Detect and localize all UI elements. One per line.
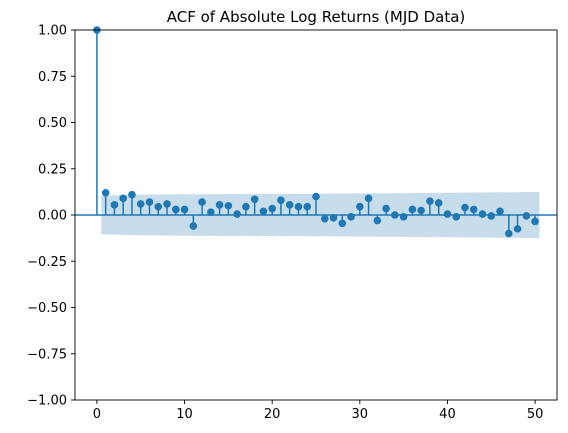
acf-marker-lag-19 [259,207,268,216]
acf-marker-lag-28 [338,219,347,228]
acf-marker-lag-17 [242,202,250,211]
acf-marker-lag-23 [294,202,303,211]
y-tick-label: −0.25 [27,255,67,270]
acf-marker-lag-9 [171,205,180,214]
y-tick-label: 0.50 [38,116,67,131]
acf-marker-lag-50 [531,217,539,226]
stems-layer [93,26,539,238]
acf-marker-lag-4 [128,190,136,199]
acf-marker-lag-26 [320,214,329,223]
acf-marker-lag-27 [329,213,338,222]
x-tick-label: 20 [264,407,281,422]
acf-marker-lag-5 [136,200,145,208]
acf-marker-lag-31 [364,194,373,203]
acf-marker-lag-36 [408,205,417,214]
acf-marker-lag-42 [461,203,469,212]
acf-marker-lag-21 [277,196,285,204]
acf-marker-lag-13 [207,208,215,217]
acf-marker-lag-47 [505,229,513,238]
acf-marker-lag-18 [250,195,259,204]
acf-marker-lag-12 [198,198,206,206]
acf-marker-lag-41 [452,213,461,221]
acf-marker-lag-20 [268,204,276,213]
acf-marker-lag-45 [487,212,496,220]
y-tick-label: 1.00 [38,24,67,39]
y-tick-label: 0.75 [38,70,67,85]
acf-marker-lag-38 [426,197,434,205]
x-tick-label: 40 [439,407,456,422]
acf-marker-lag-46 [496,207,504,216]
acf-marker-lag-37 [417,206,425,215]
y-axis-ticks: −1.00 −0.75 −0.50 −0.25 0.00 0.25 0.50 0.75 1.00 [27,24,75,409]
acf-marker-lag-34 [391,211,399,219]
acf-marker-lag-2 [110,201,119,209]
acf-marker-lag-11 [189,222,198,230]
acf-marker-lag-29 [347,213,355,221]
acf-marker-lag-35 [399,213,408,221]
acf-marker-lag-1 [101,189,110,197]
acf-marker-lag-8 [163,200,171,208]
y-tick-label: −1.00 [27,394,67,409]
acf-marker-lag-48 [513,225,522,233]
x-tick-label: 10 [176,407,193,422]
y-tick-label: 0.00 [38,209,67,224]
acf-marker-lag-25 [312,192,320,201]
acf-marker-lag-14 [215,201,224,209]
x-tick-label: 30 [352,407,369,422]
acf-marker-lag-44 [478,210,487,218]
chart-title: ACF of Absolute Log Returns (MJD Data) [167,8,466,26]
acf-marker-lag-10 [180,205,189,214]
x-axis-ticks: 0 10 20 30 40 50 [93,400,544,422]
acf-marker-lag-43 [469,205,478,214]
x-tick-label: 50 [527,407,544,422]
acf-marker-lag-22 [285,201,294,209]
acf-marker-lag-3 [119,194,127,203]
acf-marker-lag-6 [145,198,154,206]
acf-marker-lag-39 [434,199,443,207]
acf-marker-lag-24 [303,202,312,211]
y-tick-label: −0.75 [27,347,67,362]
x-tick-label: 0 [93,407,101,422]
y-tick-label: −0.50 [27,301,67,316]
acf-marker-lag-33 [382,204,390,213]
acf-marker-lag-32 [373,216,382,225]
acf-marker-lag-49 [522,212,531,220]
acf-marker-lag-30 [356,202,364,211]
acf-marker-lag-40 [443,210,452,218]
acf-marker-lag-16 [233,210,241,218]
y-tick-label: 0.25 [38,162,67,177]
acf-marker-lag-15 [224,201,233,210]
acf-marker-lag-7 [154,202,163,211]
